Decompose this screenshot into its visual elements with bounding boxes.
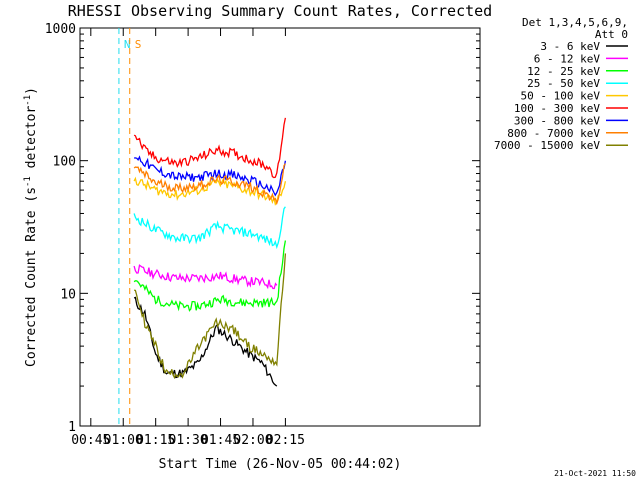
x-tick-label: 02:15 [266,433,305,448]
y-axis-ticks: 1 10 100 1000 [45,22,480,435]
x-tick-label: 01:30 [169,433,208,448]
timestamp: 21-Oct-2021 11:50 [554,469,636,478]
series-line [133,163,286,206]
x-tick-label: 01:00 [104,433,143,448]
y-axis-label: Corrected Count Rate (s-1 detector-1) [23,87,39,367]
y-axis-label-mid: detector [24,106,39,177]
series-line [133,117,287,179]
series-line [133,296,278,387]
y-axis-label-end: ) [24,87,39,95]
legend-entry-label: 12 - 25 keV [527,65,600,78]
legend-entry-label: 7000 - 15000 keV [494,139,600,152]
legend-header-2: Att 0 [595,28,628,41]
plot-frame [79,27,481,427]
series-line [133,264,278,290]
y-tick-label: 1 [68,420,76,435]
y-axis-label-sup1: -1 [23,176,33,187]
series-line [134,155,287,197]
y-tick-label: 10 [60,287,76,302]
x-tick-label: 02:00 [233,433,272,448]
chart-title: RHESSI Observing Summary Count Rates, Co… [68,2,492,20]
y-axis-label-sup2: -1 [23,95,33,106]
y-axis-label-main: Corrected Count Rate (s [24,187,39,367]
legend-entry-label: 300 - 800 keV [514,114,600,127]
series-line [133,206,286,250]
marker-label: S [135,38,142,51]
legend-entry-label: 50 - 100 keV [521,90,601,103]
series-line [133,240,287,312]
legend-entry-label: 25 - 50 keV [527,77,600,90]
y-tick-label: 100 [53,155,76,170]
legend-entry-label: 100 - 300 keV [514,102,600,115]
legend-entry-label: 3 - 6 keV [540,40,600,53]
series-lines [133,117,287,387]
series-line [133,253,287,380]
legend-header-1: Det 1,3,4,5,6,9, [522,16,628,29]
x-tick-label: 01:15 [136,433,175,448]
legend-entry-label: 800 - 7000 keV [507,127,600,140]
marker-label: N [124,38,131,51]
legend-entry-label: 6 - 12 keV [534,52,601,65]
x-tick-label: 01:45 [201,433,240,448]
x-tick-label: 00:45 [71,433,110,448]
x-axis-label: Start Time (26-Nov-05 00:44:02) [159,457,402,472]
y-tick-label: 1000 [45,22,76,37]
